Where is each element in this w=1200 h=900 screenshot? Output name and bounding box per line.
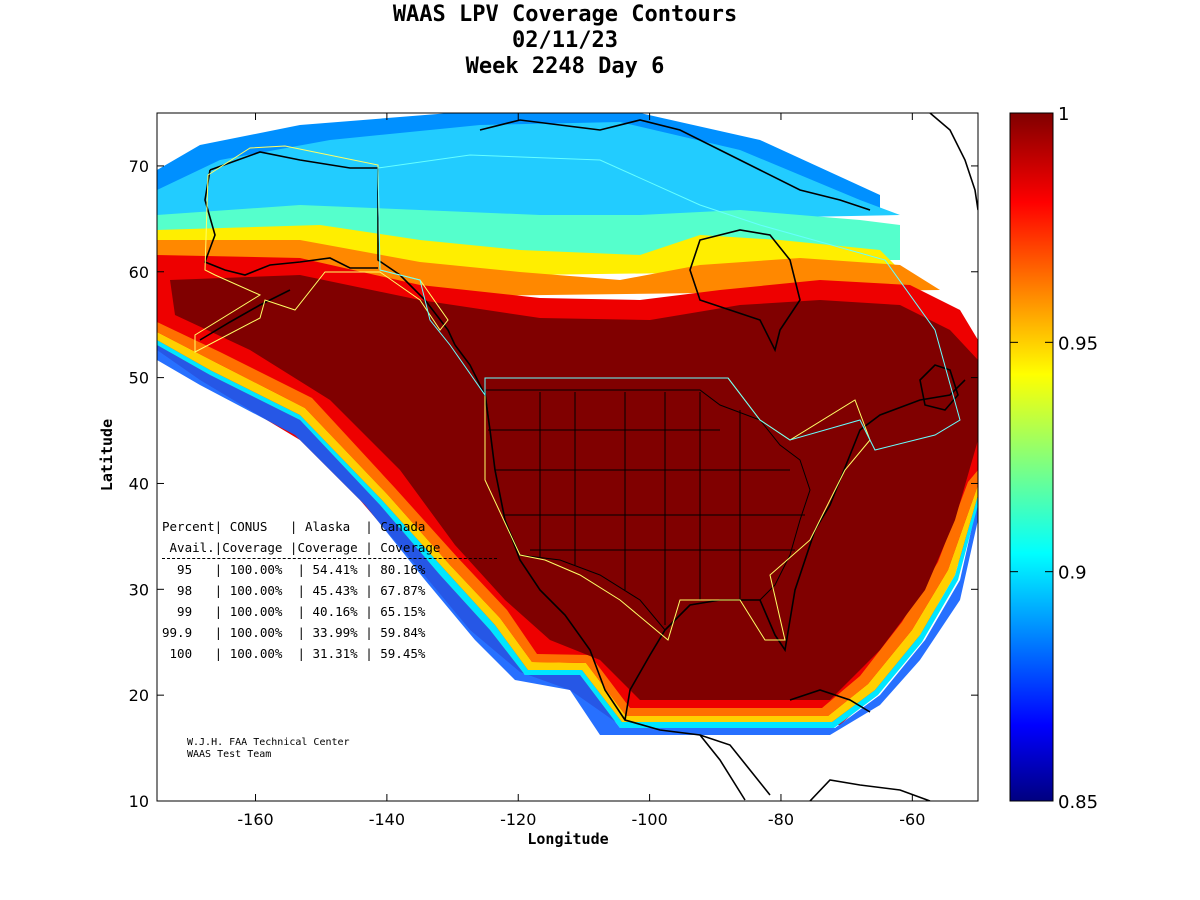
title-line-2: 02/11/23: [512, 28, 618, 53]
title-line-1: WAAS LPV Coverage Contours: [392, 2, 738, 27]
y-axis-ticks: 10 20 30 40 50 60 70: [129, 157, 978, 811]
stats-row: 99 | 100.00% | 40.16% | 65.15%: [162, 604, 426, 619]
y-tick-label: 20: [129, 686, 149, 705]
y-tick-label: 30: [129, 580, 149, 599]
y-tick-label: 10: [129, 792, 149, 811]
colorbar-tick-label: 0.95: [1058, 333, 1098, 354]
coverage-stats-table: Percent| CONUS | Alaska | Canada Avail.|…: [162, 516, 497, 664]
x-tick-label: -140: [369, 810, 405, 829]
x-axis-ticks: -160 -140 -120 -100 -80 -60: [237, 113, 925, 829]
colorbar: [1009, 112, 1054, 802]
plot-frame: [156, 112, 979, 802]
x-tick-label: -60: [899, 810, 925, 829]
newfoundland: [919, 364, 959, 411]
y-tick-label: 40: [129, 474, 149, 493]
caribbean: [789, 689, 871, 713]
credit-text: W.J.H. FAA Technical Center WAAS Test Tea…: [187, 737, 350, 761]
stats-row: 99.9 | 100.00% | 33.99% | 59.84%: [162, 625, 426, 640]
y-tick-label: 70: [129, 157, 149, 176]
credit-line-1: W.J.H. FAA Technical Center: [187, 737, 350, 748]
title-line-3: Week 2248 Day 6: [465, 54, 665, 79]
colorbar-tick-label: 0.85: [1058, 792, 1098, 813]
arctic-islands: [479, 119, 871, 211]
canada-service-volume: [377, 154, 961, 451]
coverage-contours: [157, 113, 978, 735]
x-tick-label: -120: [500, 810, 536, 829]
contour-full-coverage: [170, 275, 978, 700]
colorbar-tick-label: 0.9: [1058, 563, 1087, 584]
hudson-bay: [689, 229, 801, 353]
stats-row: 100 | 100.00% | 31.31% | 59.45%: [162, 646, 426, 661]
x-tick-label: -160: [237, 810, 273, 829]
aleutians: [199, 289, 291, 341]
y-tick-label: 50: [129, 369, 149, 388]
stats-row: 95 | 100.00% | 54.41% | 80.16%: [162, 562, 426, 577]
service-volumes: [194, 145, 961, 641]
alaska-west-coast: [203, 169, 378, 276]
south-america: [809, 779, 931, 801]
alaska-coast: [209, 151, 456, 346]
central-america: [699, 734, 771, 796]
stats-row: 98 | 100.00% | 45.43% | 67.87%: [162, 583, 426, 598]
x-axis-label: Longitude: [527, 830, 608, 848]
credit-line-2: WAAS Test Team: [187, 749, 272, 760]
y-axis-label: Latitude: [98, 419, 116, 491]
conus-service-volume: [484, 377, 871, 641]
contour-cyan-north: [157, 122, 900, 230]
greenland-edge: [929, 113, 978, 211]
stats-header-2: Avail.|Coverage |Coverage | Coverage: [162, 537, 497, 559]
x-tick-label: -100: [631, 810, 667, 829]
colorbar-ticks: 0.85 0.9 0.95 1: [1010, 104, 1098, 813]
x-tick-label: -80: [768, 810, 794, 829]
colorbar-tick-label: 1: [1058, 104, 1069, 125]
y-tick-label: 60: [129, 263, 149, 282]
stats-header-1: Percent| CONUS | Alaska | Canada: [162, 519, 426, 534]
